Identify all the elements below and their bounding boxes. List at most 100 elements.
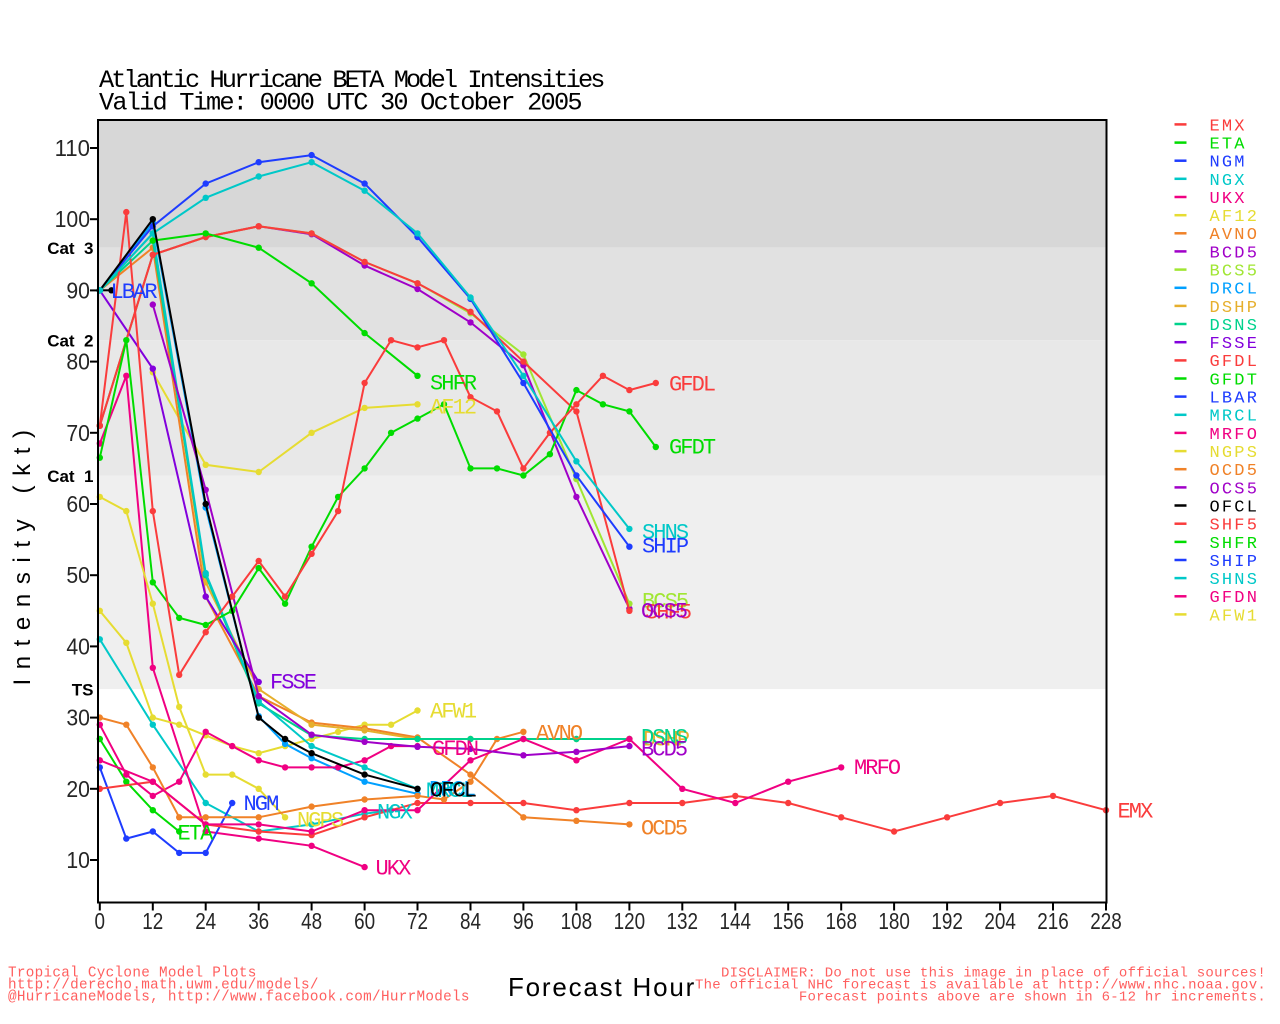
svg-text:DSNS: DSNS <box>1210 317 1260 336</box>
svg-text:120: 120 <box>614 908 646 934</box>
svg-text:DSNS: DSNS <box>641 725 688 750</box>
svg-text:GFDL: GFDL <box>1210 353 1260 372</box>
svg-text:GFDN: GFDN <box>1210 589 1260 608</box>
svg-text:Cat 1: Cat 1 <box>47 467 93 486</box>
svg-text:80: 80 <box>66 349 90 375</box>
svg-text:DSHP: DSHP <box>643 727 690 752</box>
svg-text:NGM: NGM <box>244 792 279 817</box>
svg-text:SHFR: SHFR <box>1210 535 1260 554</box>
svg-text:Cat 2: Cat 2 <box>47 332 93 351</box>
svg-text:TS: TS <box>72 681 94 700</box>
svg-text:NGX: NGX <box>377 800 413 825</box>
svg-text:GFDN: GFDN <box>432 737 478 762</box>
svg-text:216: 216 <box>1037 908 1069 934</box>
svg-text:BCS5: BCS5 <box>642 589 688 614</box>
svg-text:MRFO: MRFO <box>1210 426 1260 445</box>
svg-text:LBAR: LBAR <box>1210 390 1260 409</box>
svg-text:SHF5: SHF5 <box>1210 517 1260 536</box>
svg-text:ETA: ETA <box>1210 136 1247 155</box>
svg-text:Valid Time: 0000 UTC 30 Octobe: Valid Time: 0000 UTC 30 October 2005 <box>99 89 581 118</box>
svg-text:AFW1: AFW1 <box>1210 607 1260 626</box>
svg-text:Cat 3: Cat 3 <box>47 239 93 258</box>
svg-text:0: 0 <box>95 908 106 934</box>
svg-text:DSHP: DSHP <box>1210 299 1260 318</box>
svg-text:SHNS: SHNS <box>642 520 689 545</box>
svg-text:OCD5: OCD5 <box>641 816 687 841</box>
svg-text:Atlantic Hurricane BETA Model: Atlantic Hurricane BETA Model Intensitie… <box>99 66 604 95</box>
svg-text:http://derecho.math.uwm.edu/mo: http://derecho.math.uwm.edu/models/ <box>8 978 319 994</box>
svg-text:204: 204 <box>984 908 1016 934</box>
svg-text:LBAR: LBAR <box>111 280 158 305</box>
svg-text:DRCL: DRCL <box>429 777 475 802</box>
svg-text:SHFR: SHFR <box>430 371 477 396</box>
svg-text:OCS5: OCS5 <box>641 599 687 624</box>
svg-text:132: 132 <box>667 908 699 934</box>
svg-text:OFCL: OFCL <box>430 778 476 803</box>
svg-text:60: 60 <box>66 491 90 517</box>
svg-text:180: 180 <box>878 908 910 934</box>
svg-text:70: 70 <box>66 420 90 446</box>
svg-text:SHNS: SHNS <box>1210 571 1260 590</box>
svg-text:60: 60 <box>354 908 375 934</box>
svg-text:72: 72 <box>407 908 428 934</box>
svg-text:SHIP: SHIP <box>1210 553 1260 572</box>
svg-text:OCD5: OCD5 <box>1210 462 1260 481</box>
svg-text:UKX: UKX <box>1210 190 1247 209</box>
svg-text:OFCL: OFCL <box>1210 498 1260 517</box>
svg-text:110: 110 <box>55 135 90 161</box>
svg-text:192: 192 <box>931 908 963 934</box>
svg-text:@HurricaneModels, http://www.f: @HurricaneModels, http://www.facebook.co… <box>8 990 470 1006</box>
svg-text:AVNO: AVNO <box>536 721 583 746</box>
svg-text:100: 100 <box>55 206 90 232</box>
svg-text:MRFO: MRFO <box>854 756 901 781</box>
svg-text:GFDT: GFDT <box>1210 371 1260 390</box>
svg-text:AF12: AF12 <box>1210 208 1260 227</box>
svg-text:20: 20 <box>66 776 90 802</box>
svg-text:BCD5: BCD5 <box>641 737 687 762</box>
svg-text:Forecast points above are show: Forecast points above are shown in 6-12 … <box>799 990 1266 1006</box>
svg-text:SHIP: SHIP <box>642 534 689 559</box>
svg-text:90: 90 <box>66 277 90 303</box>
svg-text:156: 156 <box>772 908 804 934</box>
svg-text:Tropical Cyclone Model Plots: Tropical Cyclone Model Plots <box>8 966 257 982</box>
svg-text:NGM: NGM <box>1210 154 1247 173</box>
svg-text:24: 24 <box>195 908 216 934</box>
svg-text:GFDL: GFDL <box>669 372 715 397</box>
svg-text:UKX: UKX <box>376 856 412 881</box>
svg-text:96: 96 <box>513 908 534 934</box>
svg-text:FSSE: FSSE <box>270 670 317 695</box>
svg-text:30: 30 <box>66 705 90 731</box>
svg-text:The official NHC forecast is a: The official NHC forecast is available a… <box>695 978 1266 994</box>
svg-text:10: 10 <box>66 847 90 873</box>
svg-text:NGX: NGX <box>1210 172 1247 191</box>
svg-text:DISCLAIMER: Do not use this im: DISCLAIMER: Do not use this image in pla… <box>721 966 1266 982</box>
svg-text:SHF5: SHF5 <box>645 600 691 625</box>
svg-text:36: 36 <box>248 908 269 934</box>
svg-text:144: 144 <box>720 908 752 934</box>
svg-text:AVNO: AVNO <box>1210 226 1260 245</box>
svg-text:GFDT: GFDT <box>669 435 716 460</box>
svg-text:EMX: EMX <box>1210 117 1247 136</box>
svg-text:50: 50 <box>66 562 90 588</box>
svg-text:FSSE: FSSE <box>1210 335 1260 354</box>
svg-text:Intensity (kt): Intensity (kt) <box>9 420 36 685</box>
svg-text:NGPS: NGPS <box>1210 444 1260 463</box>
svg-text:40: 40 <box>66 633 90 659</box>
svg-text:12: 12 <box>142 908 163 934</box>
svg-text:NGPS: NGPS <box>297 808 344 833</box>
svg-text:EMX: EMX <box>1118 799 1154 824</box>
svg-text:BCS5: BCS5 <box>1210 263 1260 282</box>
svg-text:Forecast Hour: Forecast Hour <box>508 972 696 1002</box>
svg-text:AFW1: AFW1 <box>430 699 477 724</box>
svg-text:AF12: AF12 <box>430 395 476 420</box>
svg-text:MRCL: MRCL <box>1210 408 1260 427</box>
svg-text:48: 48 <box>301 908 322 934</box>
svg-text:ETA: ETA <box>178 821 215 846</box>
svg-text:DRCL: DRCL <box>1210 281 1260 300</box>
svg-text:84: 84 <box>460 908 481 934</box>
svg-text:OCS5: OCS5 <box>1210 480 1260 499</box>
svg-text:MRCL: MRCL <box>426 779 472 804</box>
svg-text:228: 228 <box>1090 908 1122 934</box>
svg-text:108: 108 <box>561 908 593 934</box>
svg-text:168: 168 <box>825 908 857 934</box>
